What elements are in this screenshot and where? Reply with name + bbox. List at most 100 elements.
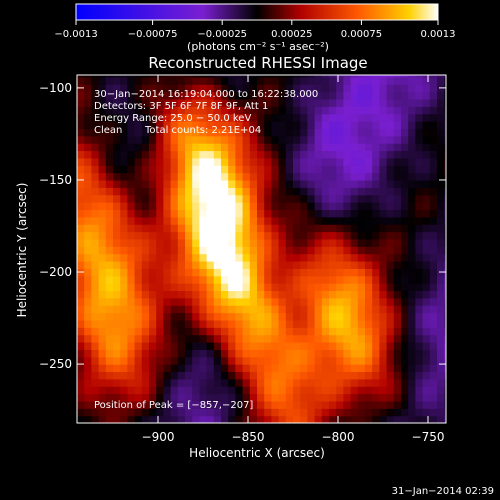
heatmap-cell xyxy=(170,386,179,395)
heatmap-cell xyxy=(415,378,424,387)
heatmap-cell xyxy=(415,297,424,306)
heatmap-cell xyxy=(134,283,143,292)
heatmap-cell xyxy=(285,76,294,85)
heatmap-cell xyxy=(278,283,287,292)
heatmap-cell xyxy=(307,283,316,292)
heatmap-cell xyxy=(177,327,186,336)
heatmap-cell xyxy=(113,187,121,196)
heatmap-cell xyxy=(314,386,323,395)
heatmap-cell xyxy=(307,187,316,196)
heatmap-cell xyxy=(285,246,294,255)
heatmap-cell xyxy=(156,268,164,277)
heatmap-cell xyxy=(408,305,416,314)
heatmap-cell xyxy=(206,106,215,115)
heatmap-cell xyxy=(444,179,446,188)
heatmap-cell xyxy=(271,76,280,85)
heatmap-cell xyxy=(127,386,136,395)
heatmap-cell xyxy=(314,356,323,365)
heatmap-cell xyxy=(221,400,229,409)
heatmap-cell xyxy=(170,224,179,233)
heatmap-cell xyxy=(98,121,107,129)
heatmap-cell xyxy=(98,312,107,321)
heatmap-cell xyxy=(91,172,100,181)
heatmap-cell xyxy=(372,121,380,129)
heatmap-cell xyxy=(343,172,352,181)
heatmap-cell xyxy=(235,98,244,107)
heatmap-cell xyxy=(120,283,128,292)
heatmap-cell xyxy=(177,386,186,395)
heatmap-cell xyxy=(91,84,100,93)
heatmap-cell xyxy=(156,172,164,181)
heatmap-cell xyxy=(192,128,200,137)
heatmap-cell xyxy=(329,179,337,188)
heatmap-cell xyxy=(329,246,337,255)
heatmap-cell xyxy=(113,75,121,78)
heatmap-cell xyxy=(321,268,330,277)
heatmap-cell xyxy=(177,128,186,137)
heatmap-cell xyxy=(278,334,287,343)
heatmap-cell xyxy=(365,319,373,328)
heatmap-cell xyxy=(149,356,157,365)
heatmap-cell xyxy=(314,305,323,314)
heatmap-cell xyxy=(134,341,143,350)
heatmap-cell xyxy=(127,209,136,218)
heatmap-cell xyxy=(372,209,380,218)
heatmap-cell xyxy=(77,106,85,115)
heatmap-cell xyxy=(257,283,265,292)
heatmap-cell xyxy=(141,260,150,269)
heatmap-cell xyxy=(105,364,114,373)
heatmap-cell xyxy=(415,400,424,409)
heatmap-cell xyxy=(329,238,337,247)
heatmap-cell xyxy=(278,356,287,365)
heatmap-cell xyxy=(386,209,395,218)
heatmap-cell xyxy=(242,172,251,181)
heatmap-cell xyxy=(249,386,258,395)
heatmap-cell xyxy=(307,179,316,188)
heatmap-cell xyxy=(213,135,222,144)
heatmap-cell xyxy=(343,179,352,188)
heatmap-cell xyxy=(141,84,150,93)
heatmap-cell xyxy=(336,121,344,129)
heatmap-cell xyxy=(113,209,121,218)
heatmap-cell xyxy=(343,91,352,100)
heatmap-cell xyxy=(350,135,359,144)
heatmap-cell xyxy=(415,194,424,203)
heatmap-cell xyxy=(293,393,301,402)
heatmap-cell xyxy=(379,135,388,144)
heatmap-cell xyxy=(134,275,143,284)
heatmap-cell xyxy=(77,275,85,284)
heatmap-cell xyxy=(336,312,344,321)
heatmap-cell xyxy=(170,194,179,203)
heatmap-cell xyxy=(401,238,409,247)
heatmap-cell xyxy=(307,415,316,423)
heatmap-cell xyxy=(242,400,251,409)
heatmap-cell xyxy=(134,334,143,343)
heatmap-cell xyxy=(91,231,100,240)
heatmap-cell xyxy=(249,253,258,262)
heatmap-cell xyxy=(278,75,287,78)
heatmap-cell xyxy=(113,238,121,247)
heatmap-cell xyxy=(393,364,402,373)
heatmap-cell xyxy=(271,341,280,350)
heatmap-cell xyxy=(149,113,157,122)
heatmap-cell xyxy=(235,84,244,93)
heatmap-cell xyxy=(77,260,85,269)
heatmap-cell xyxy=(91,157,100,166)
heatmap-cell xyxy=(120,209,128,218)
heatmap-cell xyxy=(278,172,287,181)
heatmap-cell xyxy=(264,202,272,211)
heatmap-cell xyxy=(141,76,150,85)
heatmap-cell xyxy=(235,327,244,336)
heatmap-cell xyxy=(393,194,402,203)
heatmap-cell xyxy=(206,143,215,152)
heatmap-cell xyxy=(163,150,172,159)
heatmap-cell xyxy=(386,98,395,107)
heatmap-cell xyxy=(242,297,251,306)
heatmap-cell xyxy=(235,202,244,211)
heatmap-cell xyxy=(170,400,179,409)
heatmap-cell xyxy=(357,76,366,85)
heatmap-cell xyxy=(228,408,236,417)
heatmap-cell xyxy=(321,179,330,188)
heatmap-cell xyxy=(249,371,258,380)
heatmap-cell xyxy=(264,194,272,203)
